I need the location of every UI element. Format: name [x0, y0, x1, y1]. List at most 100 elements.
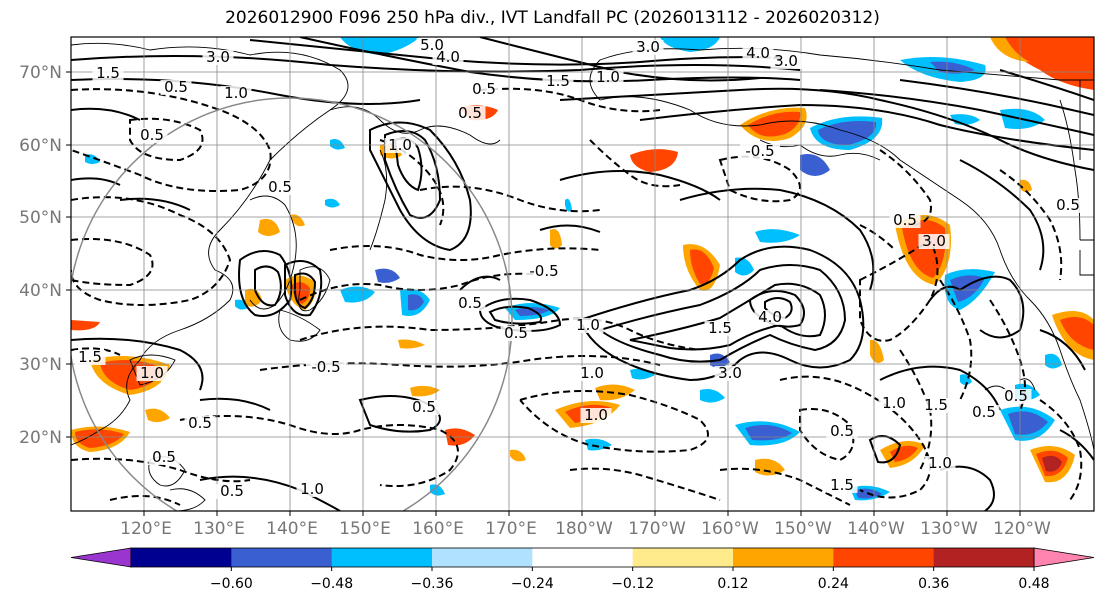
lon-label: 160°W	[701, 519, 759, 539]
lat-label: 70°N	[19, 63, 62, 83]
contour-label-bg	[742, 46, 774, 61]
contour-label: 0.5	[472, 80, 496, 98]
contour-label-bg	[220, 86, 252, 101]
contour-label-bg	[770, 54, 802, 69]
contour-label-bg	[74, 350, 106, 365]
contour-label-bg	[264, 180, 296, 195]
colorbar-extend-high	[1033, 547, 1095, 568]
contour-label: 4.0	[746, 44, 770, 62]
contour-label: 1.0	[928, 454, 952, 472]
lat-label: 40°N	[19, 281, 62, 301]
lon-label: 140°W	[847, 519, 905, 539]
contour-label-bg	[1000, 389, 1032, 404]
map-title: 2026012900 F096 250 hPa div., IVT Landfa…	[225, 8, 880, 28]
lon-label: 160°E	[412, 519, 464, 539]
colorbar-tick-label: −0.24	[511, 576, 554, 592]
lat-label: 20°N	[19, 428, 62, 448]
contour-label-bg	[542, 74, 574, 89]
contour-label-bg	[1052, 198, 1084, 213]
contour-label-bg	[714, 366, 746, 381]
contour-label: 0.5	[412, 398, 436, 416]
contour-label-bg	[160, 80, 192, 95]
contour-label: 1.0	[140, 364, 164, 382]
contour-label: 1.5	[830, 476, 854, 494]
contour-label-bg	[296, 482, 328, 497]
contour-label: 4.0	[436, 48, 460, 66]
contour-label-bg	[920, 398, 952, 413]
contour-label: 0.5	[1004, 387, 1028, 405]
lon-label: 140°E	[266, 519, 318, 539]
contour-label-bg	[632, 40, 664, 55]
colorbar-segment	[331, 548, 433, 567]
contour-label: 5.0	[420, 36, 444, 54]
lon-label: 170°E	[485, 519, 537, 539]
solid-contours	[71, 37, 1094, 511]
colorbar: −0.60 −0.48 −0.36 −0.24 −0.12 0.12 0.24 0.36 0.4…	[70, 547, 1095, 592]
colorbar-segment	[632, 548, 734, 567]
contour-label: 1.0	[596, 68, 620, 86]
contour-label: -0.5	[311, 358, 340, 376]
contour-label: 0.5	[1056, 196, 1080, 214]
lon-label: 130°E	[193, 519, 245, 539]
colorbar-tick-label: −0.36	[411, 576, 454, 592]
contour-label: 0.5	[458, 104, 482, 122]
contour-label-bg	[408, 400, 440, 415]
contour-label-bg	[92, 66, 124, 81]
colorbar-segment	[733, 548, 834, 567]
contour-label-bg	[592, 70, 624, 85]
contour-label-bg	[918, 234, 950, 249]
contour-label-bg	[968, 405, 1000, 420]
map-content: 3.01.51.00.50.50.51.00.55.04.03.01.5 1.00…	[71, 36, 1094, 511]
contour-label: 0.5	[893, 211, 917, 229]
contour-label-bg	[148, 450, 180, 465]
contour-label-bg	[416, 38, 448, 53]
contour-label-bg	[924, 456, 956, 471]
contour-label-bg	[454, 296, 486, 311]
contour-label: 0.5	[188, 414, 212, 432]
contour-label: 1.0	[300, 480, 324, 498]
contour-label: 0.5	[504, 324, 528, 342]
colorbar-tick-label: −0.12	[611, 576, 654, 592]
lon-label: 170°W	[628, 519, 686, 539]
lon-label: 180°W	[555, 519, 613, 539]
contour-label-bg	[202, 50, 234, 65]
contour-label: 3.0	[636, 38, 660, 56]
divergence-shading	[71, 37, 1094, 501]
colorbar-tick-label: −0.48	[310, 576, 353, 592]
contour-label: 3.0	[718, 364, 742, 382]
colorbar-segment	[231, 548, 333, 567]
contour-label-bg	[580, 408, 612, 423]
contour-label: 0.5	[458, 294, 482, 312]
contour-label: 3.0	[922, 232, 946, 250]
colorbar-tick-label: 0.36	[918, 576, 949, 592]
colorbar-segment	[432, 548, 533, 567]
contour-label-bg	[500, 326, 532, 341]
contour-label: 3.0	[206, 48, 230, 66]
longitude-axis: 120°E 130°E 140°E 150°E 160°E 170°E 180°…	[120, 511, 1051, 539]
map-gridlines	[71, 37, 1094, 511]
contour-label-bg	[524, 264, 564, 279]
lon-label: 120°E	[120, 519, 172, 539]
contour-label-bg	[572, 318, 604, 333]
colorbar-border	[130, 547, 1035, 568]
contour-labels: 3.01.51.00.50.50.51.00.55.04.03.01.5 1.00…	[74, 36, 1084, 500]
contour-label: 1.5	[96, 64, 120, 82]
contour-label-bg	[889, 213, 921, 228]
contour-label: 1.0	[584, 406, 608, 424]
latitude-axis: 70°N 60°N 50°N 40°N 30°N 20°N	[19, 63, 71, 448]
colorbar-tick-label: −0.60	[210, 576, 253, 592]
contour-label: 1.5	[78, 348, 102, 366]
contour-label-bg	[878, 396, 910, 411]
contour-label-bg	[576, 366, 608, 381]
contour-label: 0.5	[220, 482, 244, 500]
contour-label-bg	[384, 138, 416, 153]
contour-label: -0.5	[529, 262, 558, 280]
colorbar-segment	[131, 548, 232, 567]
contour-label-bg	[184, 416, 216, 431]
lon-label: 150°W	[774, 519, 832, 539]
lat-label: 60°N	[19, 136, 62, 156]
lon-label: 130°W	[920, 519, 978, 539]
contour-label-bg	[432, 50, 464, 65]
colorbar-tick-label: 0.48	[1018, 576, 1049, 592]
